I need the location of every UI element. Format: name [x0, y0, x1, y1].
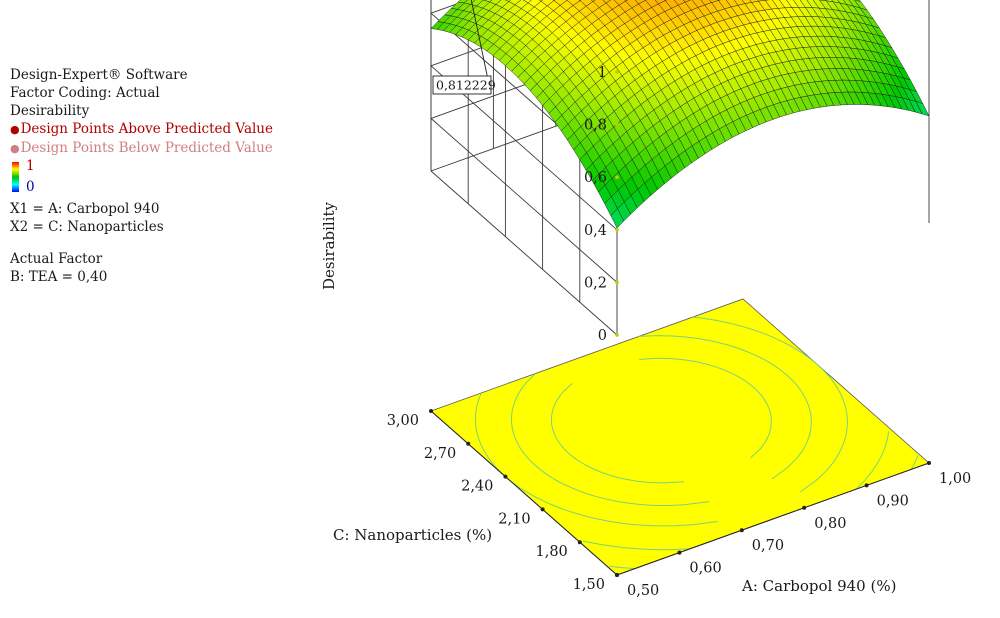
y-tick-label-4: 2,70 — [424, 446, 456, 462]
floor-contour-3-1 — [638, 335, 812, 480]
surface-cell — [505, 0, 512, 2]
x1-label: X1 = A: Carbopol 940 — [10, 201, 160, 217]
z-tick-label-0: 0 — [598, 328, 607, 344]
floor-contour-1-0 — [582, 540, 690, 551]
legend-above-label: Design Points Above Predicted Value — [20, 121, 273, 137]
y-axis-label: C: Nanoparticles (%) — [333, 526, 492, 544]
x2-label: X2 = C: Nanoparticles — [10, 219, 164, 235]
grid-line-lefty-z0 — [430, 170, 618, 336]
floor-contour-4-0 — [550, 383, 684, 484]
annotation-box — [432, 75, 492, 95]
surface-cell — [538, 0, 544, 2]
above-point-icon: ● — [10, 123, 20, 136]
legend-below-label: Design Points Below Predicted Value — [20, 140, 273, 156]
actual-factor-title: Actual Factor — [10, 251, 103, 267]
x-axis-label: A: Carbopol 940 (%) — [741, 577, 896, 595]
floor-plane — [430, 298, 930, 576]
floor-contour-2-0 — [474, 392, 718, 527]
grid-line-lefty-z1 — [430, 118, 618, 283]
x-tick-label-4: 0,90 — [877, 493, 909, 509]
legend-below-item: ●Design Points Below Predicted Value — [10, 139, 273, 158]
z-tick-label-2: 0,4 — [584, 223, 607, 239]
floor-polygon — [430, 298, 930, 576]
y-tick-label-0: 1,50 — [573, 577, 605, 593]
y-tick-label-2: 2,10 — [498, 511, 530, 527]
surface-cell — [522, 0, 532, 4]
z-tick-label-1: 0,2 — [584, 275, 607, 291]
z-axis-label: Desirability — [320, 201, 338, 290]
color-scale-legend: 1 0 — [10, 158, 273, 196]
below-point-icon: ● — [10, 142, 20, 155]
x-tick-label-1: 0,60 — [689, 561, 721, 577]
response-label: Desirability — [10, 103, 90, 119]
axes: 0,500,600,700,800,901,001,501,802,102,40… — [387, 65, 972, 599]
z-tick-label-5: 1 — [598, 65, 607, 81]
x-axis-line — [616, 462, 930, 576]
z-tick-label-3: 0,6 — [584, 170, 607, 186]
x-tick-label-3: 0,80 — [814, 516, 846, 532]
floor-contour-0-1 — [910, 455, 919, 470]
x-tick-label-2: 0,70 — [752, 538, 784, 554]
design-points: 0,812229 — [432, 0, 496, 95]
floor-contour-4-1 — [639, 357, 772, 459]
y-tick-label-5: 3,00 — [387, 413, 419, 429]
surface-cell — [457, 0, 468, 4]
response-surface — [430, 0, 930, 229]
legend-above-item: ●Design Points Above Predicted Value — [10, 120, 273, 139]
floor-contour-1-1 — [855, 431, 890, 490]
color-scale-bar — [12, 162, 19, 192]
z-tick-mark-5 — [615, 70, 619, 74]
z-tick-mark-2 — [615, 228, 619, 232]
factor-coding-label: Factor Coding: Actual — [10, 85, 160, 101]
y-axis-line — [430, 410, 618, 576]
z-tick-mark-0 — [615, 333, 619, 337]
color-scale-high: 1 — [26, 158, 35, 174]
z-tick-mark-4 — [615, 122, 619, 127]
axis-labels: Desirability A: Carbopol 940 (%) C: Nano… — [320, 201, 896, 595]
z-tick-mark-1 — [615, 280, 619, 285]
software-label: Design-Expert® Software — [10, 67, 188, 83]
surface-cell — [591, 0, 596, 2]
annotation-value: 0,812229 — [436, 78, 496, 93]
info-panel: Design-Expert® Software Factor Coding: A… — [10, 66, 273, 286]
y-tick-label-1: 1,80 — [536, 544, 568, 560]
z-tick-label-4: 0,8 — [584, 118, 607, 134]
floor-contour-0-0 — [609, 565, 635, 570]
floor-contour-3-0 — [510, 373, 710, 507]
x-tick-label-0: 0,50 — [627, 583, 659, 599]
floor-contour-2-1 — [692, 316, 848, 493]
color-scale-low: 0 — [26, 179, 35, 195]
surface-cell — [915, 101, 930, 117]
y-tick-label-3: 2,40 — [461, 479, 493, 495]
actual-factor-value: B: TEA = 0,40 — [10, 269, 108, 285]
x-tick-label-5: 1,00 — [939, 471, 971, 487]
z-tick-mark-3 — [615, 175, 619, 179]
